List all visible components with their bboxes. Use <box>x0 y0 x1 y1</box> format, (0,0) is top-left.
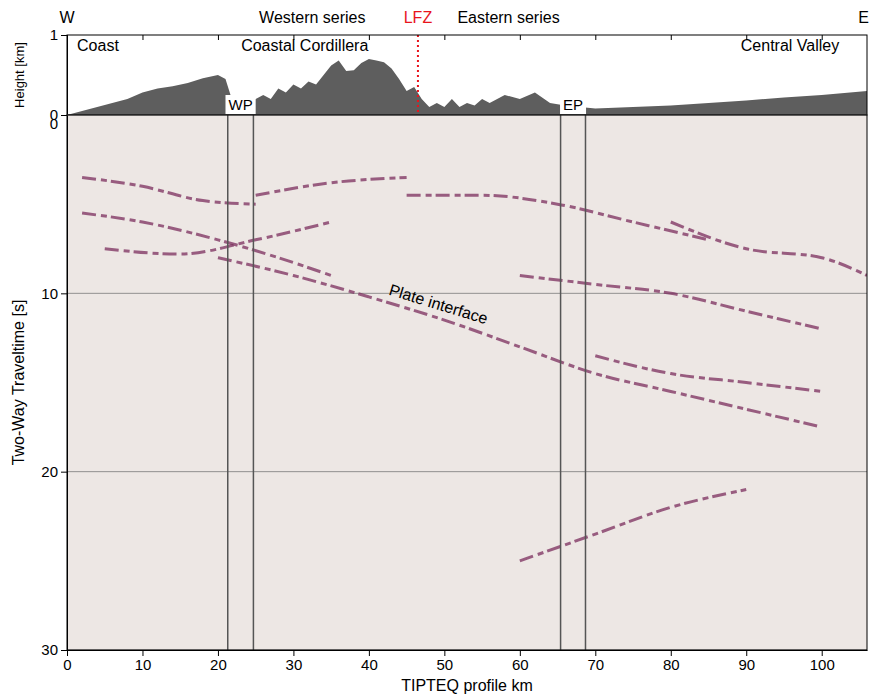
tick-label: 30 <box>286 656 303 673</box>
tick-label: 40 <box>361 656 378 673</box>
region-label: Coastal Cordillera <box>241 37 368 54</box>
tick: 60 <box>512 650 529 673</box>
reflector <box>218 258 822 427</box>
tick-mark <box>61 115 67 116</box>
tick: 80 <box>663 650 680 673</box>
top-plot <box>67 35 867 115</box>
header-label: W <box>59 9 75 26</box>
tick: 100 <box>810 650 835 673</box>
tick <box>369 35 370 40</box>
reflector <box>82 177 256 204</box>
tick-mark <box>61 650 67 651</box>
tick-label: 60 <box>512 656 529 673</box>
tick-mark <box>520 35 521 40</box>
tick: 30 <box>286 650 303 673</box>
top-x-axis <box>68 35 823 40</box>
reflector <box>595 356 821 392</box>
plot-background <box>67 115 867 650</box>
tick: 10 <box>135 650 152 673</box>
tick-mark <box>218 35 219 40</box>
reflector <box>671 222 867 276</box>
tick-mark <box>61 293 67 294</box>
tick: 40 <box>361 650 378 673</box>
tick-mark <box>61 35 67 36</box>
marker-label-group: EP <box>560 95 586 114</box>
tick-label: 80 <box>663 656 680 673</box>
header-label: Eastern series <box>457 9 559 26</box>
top-frame <box>67 35 867 115</box>
tick <box>595 35 596 40</box>
label-background <box>560 95 586 114</box>
tick-label: 10 <box>41 285 58 302</box>
tick: 90 <box>738 650 755 673</box>
y-axis-title: Height [km] <box>12 42 27 108</box>
tick <box>671 35 672 40</box>
reflector <box>520 490 746 561</box>
tick-label: 20 <box>41 463 58 480</box>
tick-mark <box>142 35 143 40</box>
tick-label: 0 <box>63 656 71 673</box>
tick-mark <box>671 35 672 40</box>
marker-label: WP <box>228 96 252 113</box>
region-label: Coast <box>77 37 119 54</box>
topography <box>67 59 867 115</box>
main-frame <box>67 115 867 650</box>
tick-mark <box>444 35 445 40</box>
tick: 30 <box>41 641 67 658</box>
tick: 0 <box>63 650 71 673</box>
marker-line <box>227 115 229 650</box>
tick-label: 0 <box>50 115 58 132</box>
marker-line <box>585 115 587 650</box>
tick-label: 20 <box>210 656 227 673</box>
x-axis-title: TIPTEQ profile km <box>401 677 533 694</box>
tick-mark <box>61 115 67 116</box>
tick <box>520 35 521 40</box>
chart: 01Height [km]WWestern seriesLFZEastern s… <box>0 0 875 700</box>
header-label: Western series <box>259 9 365 26</box>
tick: 10 <box>41 285 67 302</box>
tick <box>142 35 143 40</box>
y-axis-title: Two-Way Traveltime [s] <box>10 300 27 466</box>
tick-label: 10 <box>135 656 152 673</box>
header-label: LFZ <box>404 9 433 26</box>
reflector <box>407 195 709 240</box>
tick <box>444 35 445 40</box>
tick: 70 <box>587 650 604 673</box>
tick-label: 90 <box>738 656 755 673</box>
tick: 50 <box>437 650 454 673</box>
marker-label: EP <box>563 96 583 113</box>
y-axis: 0 10 20 30 <box>41 115 67 658</box>
tick-mark <box>595 35 596 40</box>
marker-line <box>560 115 562 650</box>
tick-label: 100 <box>810 656 835 673</box>
reflector <box>105 222 331 254</box>
tick-label: 70 <box>587 656 604 673</box>
reflector <box>82 213 331 275</box>
marker-label-group: WP <box>225 95 255 114</box>
marker-line <box>253 115 255 650</box>
region-label: Central Valley <box>741 37 839 54</box>
grid-line <box>67 293 867 294</box>
main-plot <box>82 115 867 650</box>
tick-label: 30 <box>41 641 58 658</box>
annotation: Plate interface <box>387 281 490 327</box>
lfz-line <box>417 35 419 115</box>
tick-mark <box>61 472 67 473</box>
reflector <box>520 276 822 330</box>
top-y-axis: 01 <box>50 26 68 123</box>
tick-label: 1 <box>50 26 58 43</box>
tick: 20 <box>41 463 67 480</box>
reflector <box>256 177 407 195</box>
grid-line <box>67 471 867 472</box>
tick <box>218 35 219 40</box>
tick-label: 50 <box>437 656 454 673</box>
header-label: E <box>858 9 869 26</box>
tick: 20 <box>210 650 227 673</box>
tick: 0 <box>50 115 67 132</box>
label-background <box>225 95 255 114</box>
tick-mark <box>369 35 370 40</box>
tick: 1 <box>50 26 67 43</box>
x-axis: 0 10 20 30 40 50 60 70 80 90 100 <box>63 650 867 673</box>
grid <box>67 115 867 650</box>
